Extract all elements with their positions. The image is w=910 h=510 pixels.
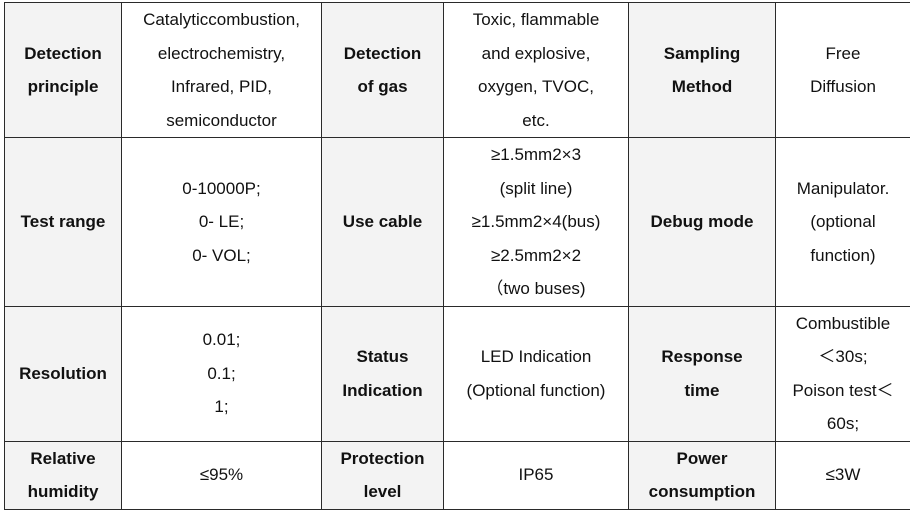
cell-line: function) (779, 239, 907, 273)
cell-line: ≥1.5mm2×4(bus) (447, 205, 625, 239)
cell-line: Protection (325, 442, 440, 476)
cell-line: Method (632, 70, 772, 104)
cell-line: Infrared, PID, (125, 70, 318, 104)
cell-line: ≤3W (779, 458, 907, 492)
value-response-time: Combustible＜30s;Poison test＜60s; (776, 306, 910, 441)
label-test-range: Test range (5, 138, 122, 307)
cell-line: Debug mode (632, 205, 772, 239)
cell-line: Indication (325, 374, 440, 408)
cell-line: Catalyticcombustion, (125, 3, 318, 37)
cell-line: Manipulator. (779, 172, 907, 206)
cell-line: Power (632, 442, 772, 476)
cell-line: electrochemistry, (125, 37, 318, 71)
value-status-indication: LED Indication(Optional function) (444, 306, 629, 441)
table-row: Test range 0-10000P;0- LE;0- VOL; Use ca… (5, 138, 910, 307)
cell-line: Free (779, 37, 907, 71)
cell-line: Toxic, flammable (447, 3, 625, 37)
value-test-range: 0-10000P;0- LE;0- VOL; (122, 138, 322, 307)
cell-line: principle (8, 70, 118, 104)
cell-line: ≥1.5mm2×3 (447, 138, 625, 172)
cell-line: Poison test＜ (779, 374, 907, 408)
cell-line: of gas (325, 70, 440, 104)
cell-line: Combustible (779, 307, 907, 341)
cell-line: 60s; (779, 407, 907, 441)
value-use-cable: ≥1.5mm2×3(split line)≥1.5mm2×4(bus)≥2.5m… (444, 138, 629, 307)
cell-line: oxygen, TVOC, (447, 70, 625, 104)
cell-line: etc. (447, 104, 625, 138)
cell-line: (optional (779, 205, 907, 239)
value-power-consumption: ≤3W (776, 441, 910, 509)
cell-line: Resolution (8, 357, 118, 391)
value-resolution: 0.01;0.1;1; (122, 306, 322, 441)
cell-line: and explosive, (447, 37, 625, 71)
cell-line: time (632, 374, 772, 408)
cell-line: ≥2.5mm2×2 (447, 239, 625, 273)
cell-line: humidity (8, 475, 118, 509)
value-detection-principle: Catalyticcombustion,electrochemistry,Inf… (122, 3, 322, 138)
cell-line: Status (325, 340, 440, 374)
cell-line: Response (632, 340, 772, 374)
cell-line: ＜30s; (779, 340, 907, 374)
label-use-cable: Use cable (322, 138, 444, 307)
cell-line: level (325, 475, 440, 509)
cell-line: 0- VOL; (125, 239, 318, 273)
cell-line: Relative (8, 442, 118, 476)
cell-line: 0-10000P; (125, 172, 318, 206)
cell-line: semiconductor (125, 104, 318, 138)
cell-line: (split line) (447, 172, 625, 206)
cell-line: Detection (8, 37, 118, 71)
cell-line: 0.1; (125, 357, 318, 391)
cell-line: 1; (125, 390, 318, 424)
cell-line: Test range (8, 205, 118, 239)
label-resolution: Resolution (5, 306, 122, 441)
value-protection-level: IP65 (444, 441, 629, 509)
cell-line: LED Indication (447, 340, 625, 374)
cell-line: Sampling (632, 37, 772, 71)
cell-line: ≤95% (125, 458, 318, 492)
cell-line: IP65 (447, 458, 625, 492)
cell-line: Detection (325, 37, 440, 71)
cell-line: 0- LE; (125, 205, 318, 239)
cell-line: (Optional function) (447, 374, 625, 408)
value-relative-humidity: ≤95% (122, 441, 322, 509)
cell-line: Use cable (325, 205, 440, 239)
cell-line: （two buses) (447, 272, 625, 306)
cell-line: consumption (632, 475, 772, 509)
cell-line: 0.01; (125, 323, 318, 357)
cell-line: Diffusion (779, 70, 907, 104)
label-debug-mode: Debug mode (629, 138, 776, 307)
